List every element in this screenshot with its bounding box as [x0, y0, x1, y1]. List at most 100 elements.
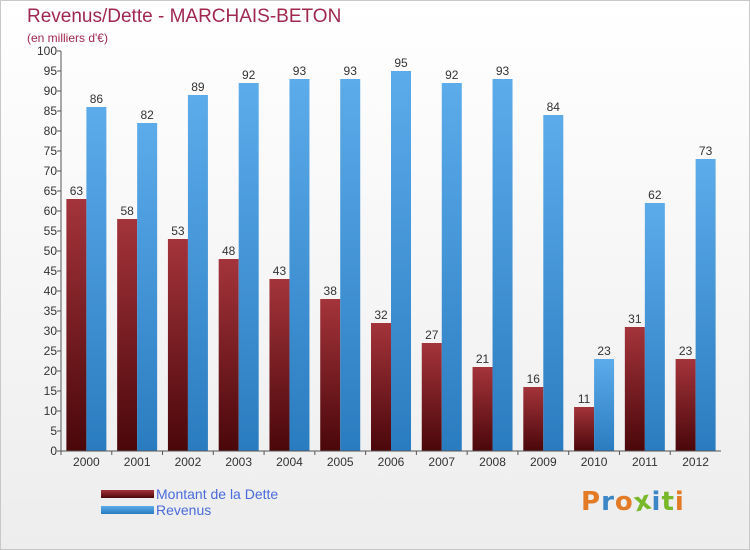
debt-bar	[218, 259, 239, 451]
revenus-bar	[492, 79, 513, 451]
legend-label-revenus: Revenus	[156, 502, 212, 518]
debt-bar	[675, 359, 696, 451]
chart-title: Revenus/Dette - MARCHAIS-BETON	[27, 6, 342, 27]
legend-label-debt: Montant de la Dette	[156, 486, 279, 502]
debt-bar	[624, 327, 645, 451]
debt-bar	[269, 279, 290, 451]
y-tick-label: 20	[44, 364, 58, 378]
y-tick-label: 55	[44, 224, 58, 238]
revenus-bar	[289, 79, 310, 451]
y-tick-label: 65	[44, 184, 58, 198]
debt-value-label: 23	[679, 344, 693, 358]
logo-letter: o	[614, 487, 634, 517]
revenus-bar	[86, 107, 107, 451]
revenus-bar	[441, 83, 462, 451]
x-tick-label: 2010	[581, 455, 608, 469]
legend-swatch-debt	[101, 490, 154, 498]
debt-value-label: 32	[374, 308, 388, 322]
debt-bar	[117, 219, 138, 451]
y-tick-label: 15	[44, 384, 58, 398]
y-tick-label: 5	[50, 424, 57, 438]
debt-bar	[320, 299, 341, 451]
y-tick-label: 35	[44, 304, 58, 318]
revenus-value-label: 93	[496, 64, 510, 78]
revenus-bar	[391, 71, 411, 451]
revenus-bar	[238, 83, 259, 451]
chart-subtitle: (en milliers d'€)	[27, 31, 108, 45]
x-tick-label: 2002	[175, 455, 202, 469]
debt-value-label: 38	[324, 284, 338, 298]
debt-bar	[574, 407, 595, 451]
revenus-bar	[695, 159, 716, 451]
debt-value-label: 53	[171, 224, 185, 238]
revenus-value-label: 84	[547, 100, 561, 114]
y-tick-label: 50	[44, 244, 58, 258]
revenus-bar	[340, 79, 361, 451]
x-tick-label: 2007	[428, 455, 455, 469]
revenus-value-label: 93	[293, 64, 307, 78]
x-tick-label: 2009	[530, 455, 557, 469]
x-tick-label: 2005	[327, 455, 354, 469]
revenus-value-label: 23	[597, 344, 611, 358]
x-tick-label: 2008	[479, 455, 506, 469]
y-tick-label: 90	[44, 84, 58, 98]
y-tick-label: 30	[44, 324, 58, 338]
revenus-bar	[543, 115, 564, 451]
debt-value-label: 27	[425, 328, 439, 342]
debt-bar	[167, 239, 188, 451]
logo-letter: t	[661, 487, 675, 517]
y-tick-label: 100	[37, 44, 57, 58]
revenus-value-label: 62	[648, 188, 662, 202]
y-tick-label: 0	[50, 444, 57, 458]
x-tick-label: 2000	[73, 455, 100, 469]
revenus-value-label: 93	[344, 64, 358, 78]
y-tick-label: 10	[44, 404, 58, 418]
y-tick-label: 75	[44, 144, 58, 158]
debt-bar	[472, 367, 493, 451]
x-tick-label: 2004	[276, 455, 303, 469]
debt-value-label: 58	[120, 204, 134, 218]
y-tick-label: 85	[44, 104, 58, 118]
revenus-value-label: 82	[140, 108, 154, 122]
legend-swatch-revenus	[101, 506, 154, 514]
y-tick-label: 45	[44, 264, 58, 278]
debt-value-label: 21	[476, 352, 490, 366]
x-tick-label: 2012	[682, 455, 709, 469]
x-tick-label: 2006	[378, 455, 405, 469]
debt-value-label: 48	[222, 244, 236, 258]
revenus-bar	[137, 123, 158, 451]
x-tick-label: 2001	[124, 455, 151, 469]
revenus-bar	[187, 95, 208, 451]
debt-value-label: 16	[527, 372, 541, 386]
y-tick-label: 70	[44, 164, 58, 178]
y-tick-label: 80	[44, 124, 58, 138]
debt-bar	[371, 323, 391, 451]
debt-bar	[66, 199, 87, 451]
revenus-value-label: 92	[242, 68, 256, 82]
revenus-bar	[644, 203, 665, 451]
logo-letter: i	[651, 487, 662, 517]
proxiti-logo: Proxiti	[581, 485, 685, 518]
logo-letter: i	[674, 487, 685, 517]
x-axis: 2000 2001 2002 2003 2004 2005 2006 2007 2008 2009…	[60, 450, 721, 469]
logo-letter: r	[601, 487, 615, 517]
revenus-value-label: 95	[394, 56, 408, 70]
revenus-value-label: 86	[90, 92, 104, 106]
debt-bar	[523, 387, 544, 451]
debt-bar	[421, 343, 442, 451]
debt-value-label: 11	[578, 392, 591, 406]
y-axis: 0 5 10 15 20 25 30 35 40 45 50 55 60 65 70 75 80 85 90 95 10…	[37, 44, 62, 458]
y-tick-label: 95	[44, 64, 58, 78]
debt-value-label: 43	[273, 264, 287, 278]
revenus-bar	[594, 359, 615, 451]
revenus-value-label: 92	[445, 68, 459, 82]
debt-value-label: 63	[70, 184, 84, 198]
revenus-value-label: 73	[699, 144, 713, 158]
x-tick-label: 2011	[632, 455, 658, 469]
y-tick-label: 25	[44, 344, 58, 358]
y-tick-label: 40	[44, 284, 58, 298]
revenus-value-label: 89	[191, 80, 205, 94]
bars: 63 58 53 48 43 38 32 27 21 16 11 31 23 86 82 89 92 93 93 95…	[66, 56, 716, 451]
logo-letter: P	[581, 487, 602, 517]
